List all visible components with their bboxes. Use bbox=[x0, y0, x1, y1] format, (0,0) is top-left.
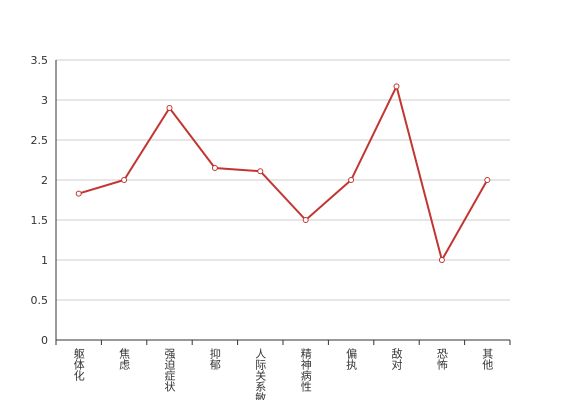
point bbox=[121, 177, 128, 183]
point bbox=[393, 83, 400, 90]
y-tick-label: 3.5 bbox=[31, 54, 49, 67]
y-tick-label: 2.5 bbox=[31, 134, 49, 147]
x-tick-label: 精神病性 bbox=[299, 348, 312, 393]
y-tick-label: 0 bbox=[41, 334, 48, 347]
x-tick-label: 敌对 bbox=[390, 347, 403, 370]
point bbox=[302, 217, 309, 223]
point bbox=[211, 165, 218, 171]
x-tick-label: 焦虑 bbox=[118, 348, 131, 370]
point bbox=[166, 105, 173, 111]
y-tick-label: 1.5 bbox=[31, 214, 49, 227]
x-tick-label: 抑郁 bbox=[208, 347, 221, 370]
x-tick-label: 强迫症状 bbox=[163, 348, 176, 392]
point bbox=[438, 257, 445, 263]
y-tick-label: 1 bbox=[41, 254, 48, 267]
y-tick-label: 2 bbox=[41, 174, 48, 187]
y-tick-label: 0.5 bbox=[31, 294, 49, 307]
x-tick-label: 偏执 bbox=[345, 347, 358, 371]
point bbox=[75, 190, 82, 197]
x-tick-label: 人际关系敏感 bbox=[254, 348, 267, 400]
point bbox=[484, 177, 491, 183]
line bbox=[78, 83, 489, 263]
x-tick-label: 恐怖 bbox=[435, 348, 448, 370]
y-tick-label: 3 bbox=[41, 94, 48, 107]
x-tick-label: 躯体化 bbox=[72, 348, 85, 382]
x-tick-label: 其他 bbox=[481, 348, 494, 370]
point bbox=[348, 177, 355, 183]
point bbox=[257, 168, 264, 175]
